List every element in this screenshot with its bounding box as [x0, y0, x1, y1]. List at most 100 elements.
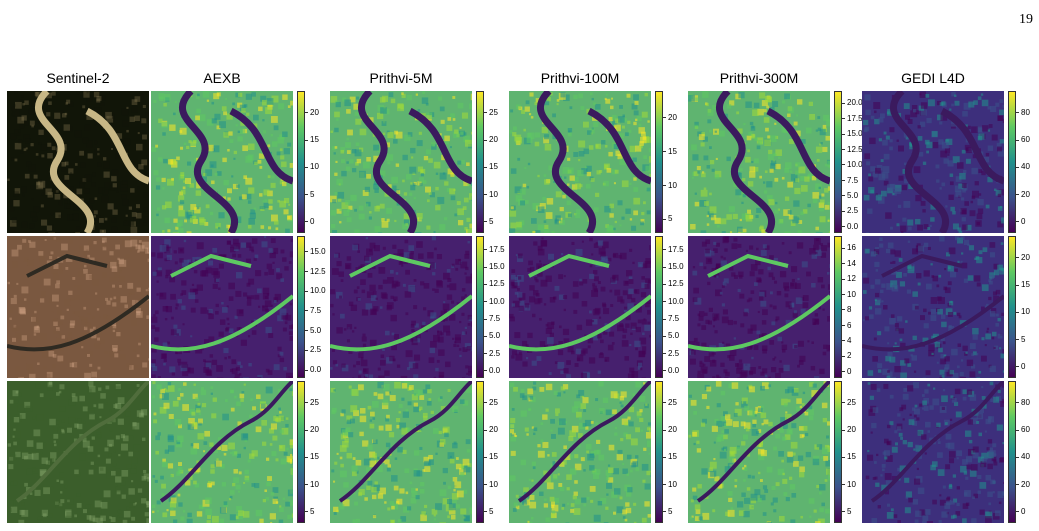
colorbar-tick-label: 10	[842, 290, 856, 299]
colorbar-tick-label: 0.0	[484, 367, 500, 375]
colorbar-ticks: 0 5 10 15 20	[1016, 236, 1039, 378]
colorbar-tick-label: 7.5	[484, 315, 500, 323]
colorbar-ticks: 0.0 2.5 5.0 7.5 10.0 12.5 15.0 17.5 20.0	[842, 91, 882, 233]
prediction-map	[330, 236, 472, 378]
colorbar-tick-label: 15	[305, 453, 319, 461]
colorbar-tick-label: 10.0	[484, 297, 505, 306]
colorbar-ticks: 0 2 4 6 8 10 12 14 16	[842, 236, 882, 378]
prediction-map	[509, 381, 651, 523]
colorbar	[1008, 381, 1016, 523]
colorbar-tick-label: 2.5	[842, 207, 858, 215]
colorbar-tick-label: 17.5	[484, 245, 505, 254]
column-title: Prithvi-5M	[369, 70, 433, 86]
colorbar-tick-label: 2.5	[484, 349, 500, 358]
colorbar-tick-label: 5	[305, 190, 314, 199]
colorbar-tick-label: 10	[842, 480, 856, 489]
colorbar-tick-label: 5	[663, 215, 672, 223]
colorbar-tick-label: 5.0	[484, 332, 500, 340]
prediction-map	[509, 91, 651, 233]
prediction-map	[509, 236, 651, 378]
colorbar-tick-label: 12.5	[484, 280, 505, 288]
colorbar-tick-label: 15	[842, 453, 856, 461]
column-title: Sentinel-2	[46, 70, 110, 86]
colorbar-tick-label: 0	[1016, 218, 1025, 226]
colorbar	[655, 91, 663, 233]
column-title: Prithvi-300M	[719, 70, 799, 86]
colorbar-tick-label: 40	[1016, 163, 1030, 171]
colorbar	[655, 381, 663, 523]
colorbar-tick-label: 15	[484, 453, 498, 461]
colorbar-tick-label: 20	[1016, 480, 1030, 489]
colorbar-tick-label: 2.5	[663, 349, 679, 358]
prediction-map	[330, 381, 472, 523]
colorbar-tick-label: 5	[305, 508, 314, 516]
colorbar	[297, 381, 305, 523]
colorbar-tick-label: 6	[842, 321, 851, 330]
colorbar-tick-label: 60	[1016, 426, 1030, 434]
colorbar	[834, 91, 842, 233]
colorbar-tick-label: 15.0	[663, 263, 684, 271]
colorbar-tick-label: 12.5	[663, 280, 684, 288]
colorbar-ticks: 5 10 15 20 25	[484, 91, 524, 233]
colorbar-tick-label: 12.5	[842, 145, 863, 154]
colorbar-tick-label: 80	[1016, 398, 1030, 407]
colorbar-tick-label: 20	[1016, 190, 1030, 199]
sentinel-2-image	[7, 381, 149, 523]
column-title: GEDI L4D	[901, 70, 965, 86]
colorbar-tick-label: 20	[1016, 253, 1030, 262]
colorbar-tick-label: 14	[842, 259, 856, 268]
colorbar-tick-label: 10	[484, 190, 498, 199]
colorbar-tick-label: 17.5	[663, 245, 684, 254]
colorbar-tick-label: 10	[305, 480, 319, 489]
colorbar-tick-label: 15	[484, 163, 498, 171]
colorbar-tick-label: 20	[305, 108, 319, 117]
colorbar	[297, 91, 305, 233]
prediction-map	[151, 236, 293, 378]
colorbar-tick-label: 0.0	[663, 367, 679, 375]
colorbar-tick-label: 5.0	[663, 332, 679, 340]
colorbar	[476, 236, 484, 378]
colorbar-tick-label: 25	[842, 398, 856, 407]
page-number: 19	[1019, 12, 1033, 27]
colorbar-tick-label: 15.0	[305, 247, 326, 256]
colorbar-tick-label: 20	[484, 426, 498, 434]
colorbar-tick-label: 20	[305, 426, 319, 434]
colorbar-tick-label: 5.0	[842, 191, 858, 200]
colorbar-tick-label: 20	[842, 426, 856, 434]
colorbar-tick-label: 4	[842, 336, 851, 345]
colorbar-tick-label: 25	[305, 398, 319, 407]
column-title: Prithvi-100M	[540, 70, 620, 86]
prediction-map	[151, 381, 293, 523]
colorbar-tick-label: 5.0	[305, 326, 321, 335]
colorbar-tick-label: 16	[842, 244, 856, 252]
colorbar-tick-label: 0	[1016, 363, 1025, 371]
colorbar-tick-label: 15	[1016, 281, 1030, 289]
colorbar-tick-label: 8	[842, 306, 851, 314]
colorbar-tick-label: 10	[305, 163, 319, 171]
colorbar-tick-label: 15	[663, 147, 677, 156]
colorbar-ticks: 5 10 15 20 25	[842, 381, 882, 523]
colorbar	[1008, 236, 1016, 378]
colorbar-tick-label: 0	[1016, 508, 1025, 516]
colorbar-ticks: 0 20 40 60 80	[1016, 381, 1039, 523]
colorbar-tick-label: 10.0	[842, 161, 863, 169]
colorbar-tick-label: 5	[663, 508, 672, 516]
colorbar-tick-label: 2.5	[305, 346, 321, 354]
prediction-map	[688, 91, 830, 233]
colorbar-tick-label: 10.0	[663, 297, 684, 306]
colorbar-tick-label: 20	[663, 114, 677, 122]
colorbar-tick-label: 5	[484, 508, 493, 516]
colorbar-tick-label: 25	[484, 108, 498, 117]
colorbar	[834, 381, 842, 523]
colorbar	[297, 236, 305, 378]
colorbar-tick-label: 20	[663, 426, 677, 434]
colorbar-tick-label: 10	[663, 480, 677, 489]
colorbar-tick-label: 12	[842, 275, 856, 283]
colorbar-ticks: 0.0 2.5 5.0 7.5 10.0 12.5 15.0 17.5	[484, 236, 524, 378]
colorbar-tick-label: 20	[484, 136, 498, 144]
colorbar-tick-label: 80	[1016, 108, 1030, 117]
colorbar-ticks: 0 5 10 15 20	[305, 91, 345, 233]
colorbar-tick-label: 10	[1016, 308, 1030, 316]
sentinel-2-image	[7, 236, 149, 378]
colorbar	[476, 381, 484, 523]
